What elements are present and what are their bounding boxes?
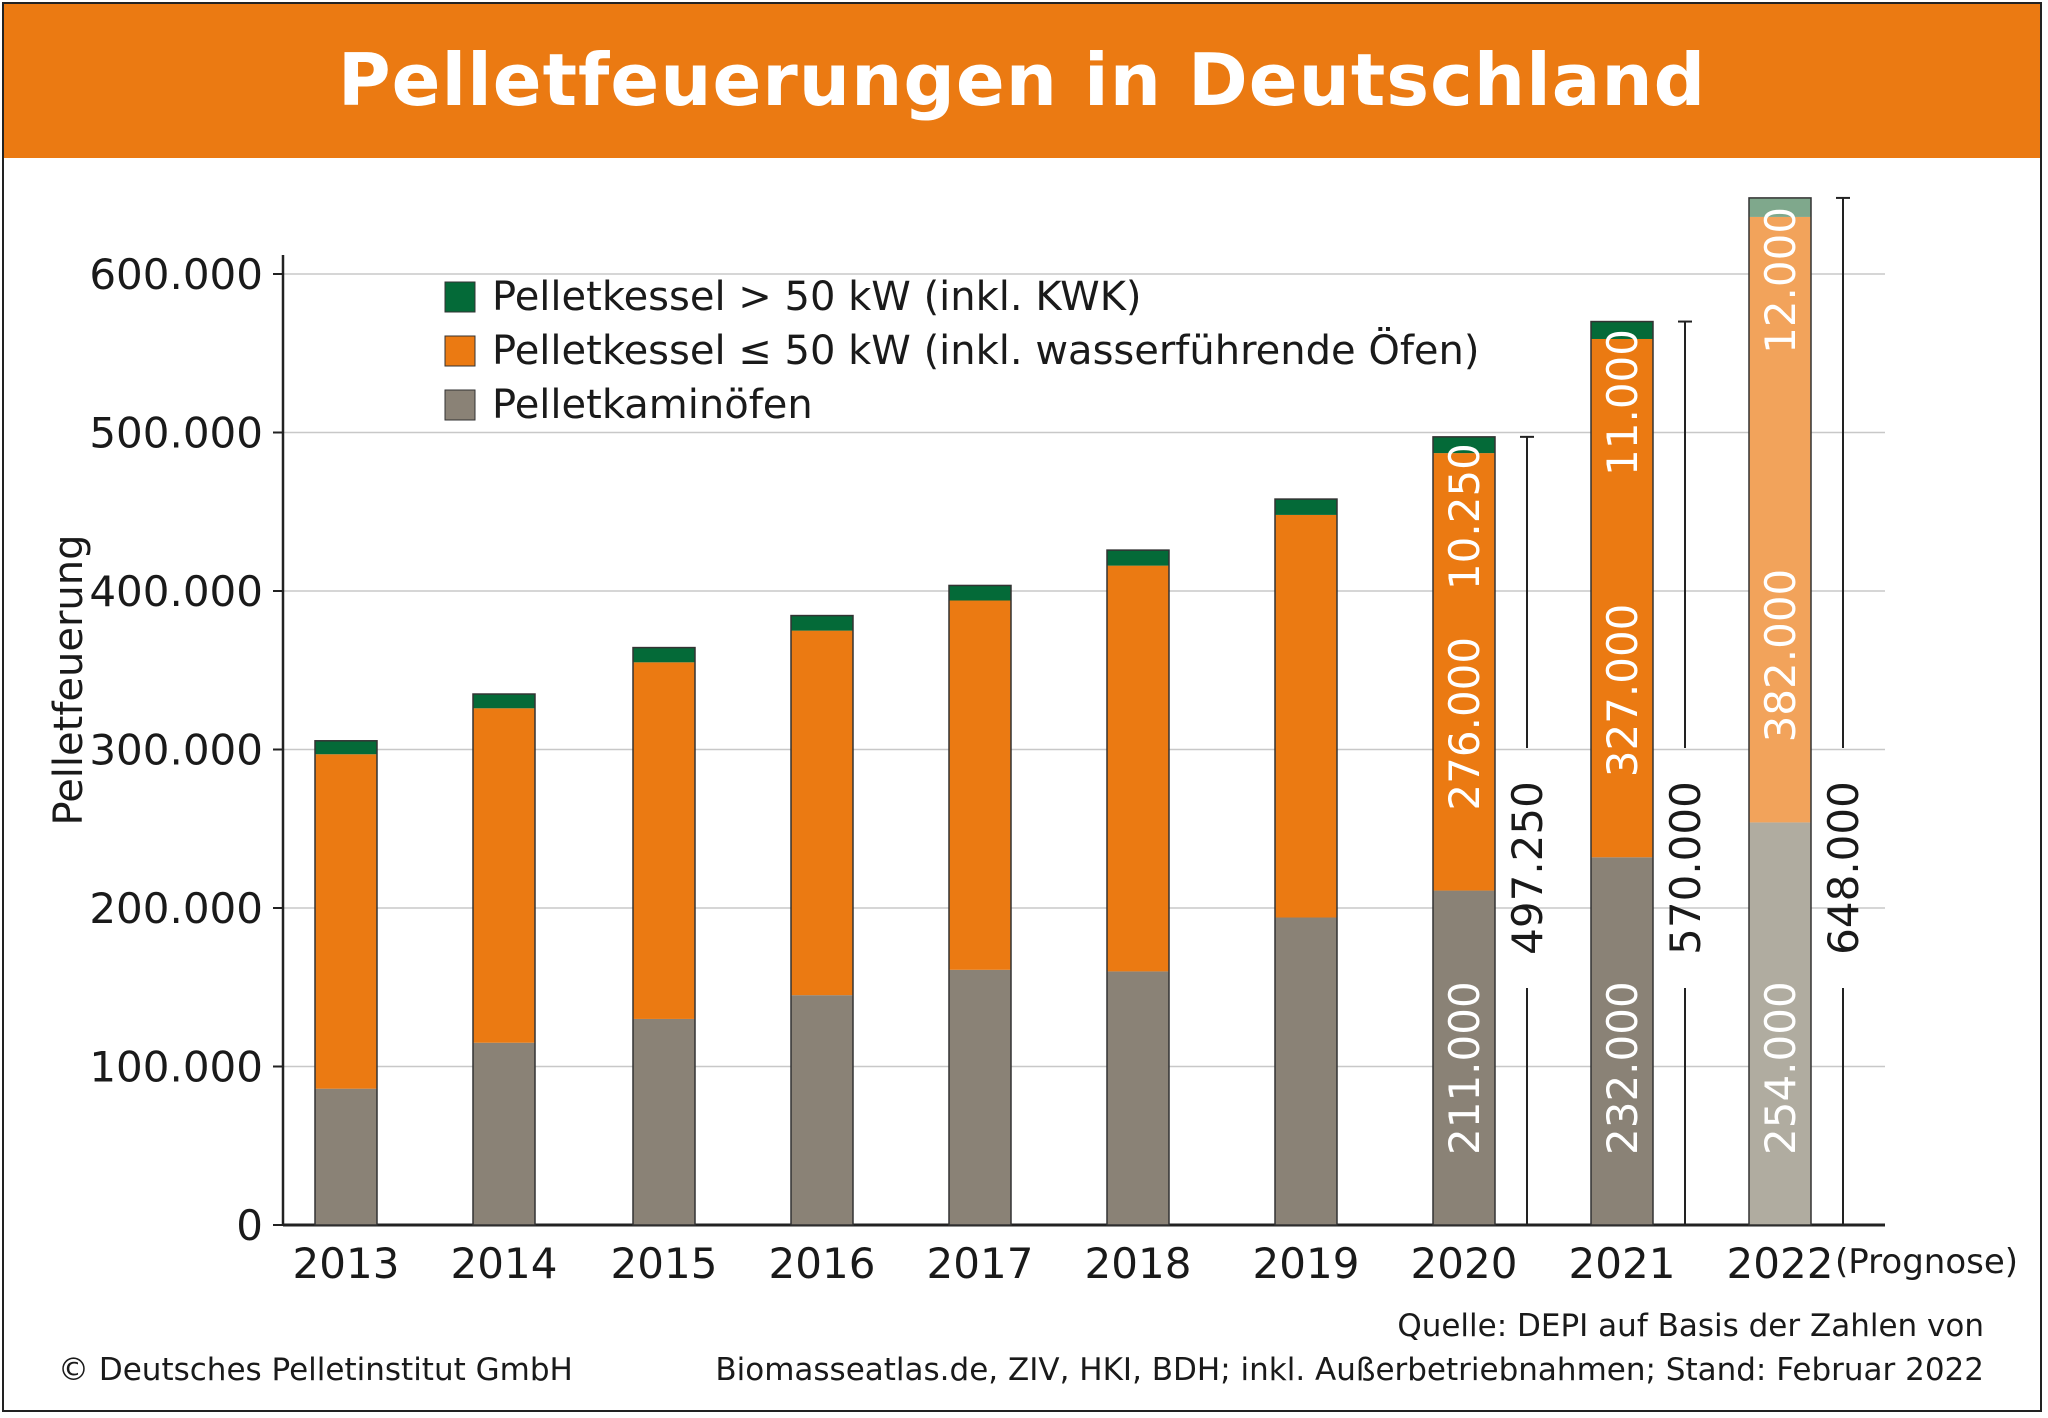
legend-swatch [444,281,476,313]
x-tick-label: 2020 [1411,1239,1518,1288]
bar-outline [1748,197,1812,1226]
bar-segment-pelletkessel-klein [1591,338,1653,858]
data-label: 254.000 [1756,981,1805,1155]
y-tick-label: 100.000 [89,1043,263,1092]
bar-segment-pelletkessel-gross [949,585,1011,601]
legend-swatch [444,335,476,367]
bar-segment-pelletkessel-klein [1749,216,1811,823]
bar-segment-pelletkessel-klein [315,754,377,1089]
bar-segment-pelletkaminoefen [791,995,853,1225]
y-tick-label: 600.000 [89,250,263,299]
bar-outline [1274,498,1338,1226]
bar-segment-pelletkessel-klein [1275,514,1337,918]
prognose-note: (Prognose) [1835,1242,2018,1282]
data-label: 276.000 [1440,637,1489,811]
legend-label: Pelletkaminöfen [492,382,813,428]
bar-outline [948,584,1012,1226]
title-bar: Pelletfeuerungen in Deutschland [2,2,2042,158]
legend-label: Pelletkessel ≤ 50 kW (inkl. wasserführen… [492,326,1479,374]
x-tick-label: 2021 [1569,1239,1676,1288]
y-axis-label: Pelletfeuerung [46,534,92,825]
x-tick-label: 2016 [769,1239,876,1288]
bar-outline [472,693,536,1226]
bar-segment-pelletkessel-gross [1749,197,1811,217]
bar-segment-pelletkaminoefen [949,969,1011,1225]
y-tick-label: 200.000 [89,884,263,933]
bar-segment-pelletkessel-gross [791,615,853,631]
data-label: 211.000 [1440,981,1489,1155]
bar-segment-pelletkessel-gross [1591,321,1653,339]
x-tick-label: 2014 [451,1239,558,1288]
bar-segment-pelletkessel-klein [949,600,1011,970]
bar-segment-pelletkaminoefen [1275,917,1337,1225]
bar-segment-pelletkessel-klein [1107,565,1169,972]
data-label: 10.250 [1440,443,1489,590]
data-label: 382.000 [1756,569,1805,743]
bar-segment-pelletkaminoefen [1591,857,1653,1225]
bar-outline [632,646,696,1226]
bar-outline [1432,436,1496,1226]
bar-segment-pelletkessel-gross [1433,436,1495,454]
bar-segment-pelletkessel-gross [1107,550,1169,566]
bar-segment-pelletkessel-klein [473,708,535,1043]
y-tick-label: 0 [236,1201,263,1250]
bar-segment-pelletkaminoefen [633,1018,695,1225]
y-tick-label: 500.000 [89,409,263,458]
data-label: 11.000 [1598,329,1647,476]
total-label: 497.250 [1503,781,1552,955]
bar-segment-pelletkessel-klein [791,630,853,996]
bar-segment-pelletkaminoefen [473,1042,535,1225]
data-label: 12.000 [1756,207,1805,354]
bar-segment-pelletkessel-klein [1433,453,1495,891]
y-tick-label: 400.000 [89,567,263,616]
source-line-2: Biomasseatlas.de, ZIV, HKI, BDH; inkl. A… [715,1352,1984,1388]
bar-outline [1590,320,1654,1226]
x-tick-label: 2022 [1727,1239,1834,1288]
total-label: 570.000 [1661,781,1710,955]
bar-segment-pelletkaminoefen [315,1088,377,1225]
x-tick-label: 2013 [293,1239,400,1288]
total-label: 648.000 [1819,781,1868,955]
bar-segment-pelletkaminoefen [1433,890,1495,1225]
source-line-1: Quelle: DEPI auf Basis der Zahlen von [1397,1308,1984,1344]
bar-segment-pelletkessel-gross [1275,499,1337,515]
copyright-text: © Deutsches Pelletinstitut GmbH [58,1352,573,1388]
bar-segment-pelletkessel-gross [473,694,535,709]
y-tick-label: 300.000 [89,726,263,775]
bar-segment-pelletkaminoefen [1107,971,1169,1225]
chart-title: Pelletfeuerungen in Deutschland [337,38,1707,122]
x-tick-label: 2017 [927,1239,1034,1288]
x-tick-label: 2015 [611,1239,718,1288]
legend-label: Pelletkessel > 50 kW (inkl. KWK) [492,274,1142,320]
bar-segment-pelletkaminoefen [1749,822,1811,1225]
bar-outline [1106,549,1170,1226]
x-tick-label: 2018 [1085,1239,1192,1288]
data-label: 327.000 [1598,604,1647,778]
bar-segment-pelletkessel-gross [315,740,377,755]
bar-outline [790,614,854,1226]
bar-segment-pelletkessel-klein [633,662,695,1019]
bar-segment-pelletkessel-gross [633,647,695,663]
x-tick-label: 2019 [1253,1239,1360,1288]
bar-outline [314,740,378,1226]
legend-swatch [444,389,476,421]
data-label: 232.000 [1598,981,1647,1155]
